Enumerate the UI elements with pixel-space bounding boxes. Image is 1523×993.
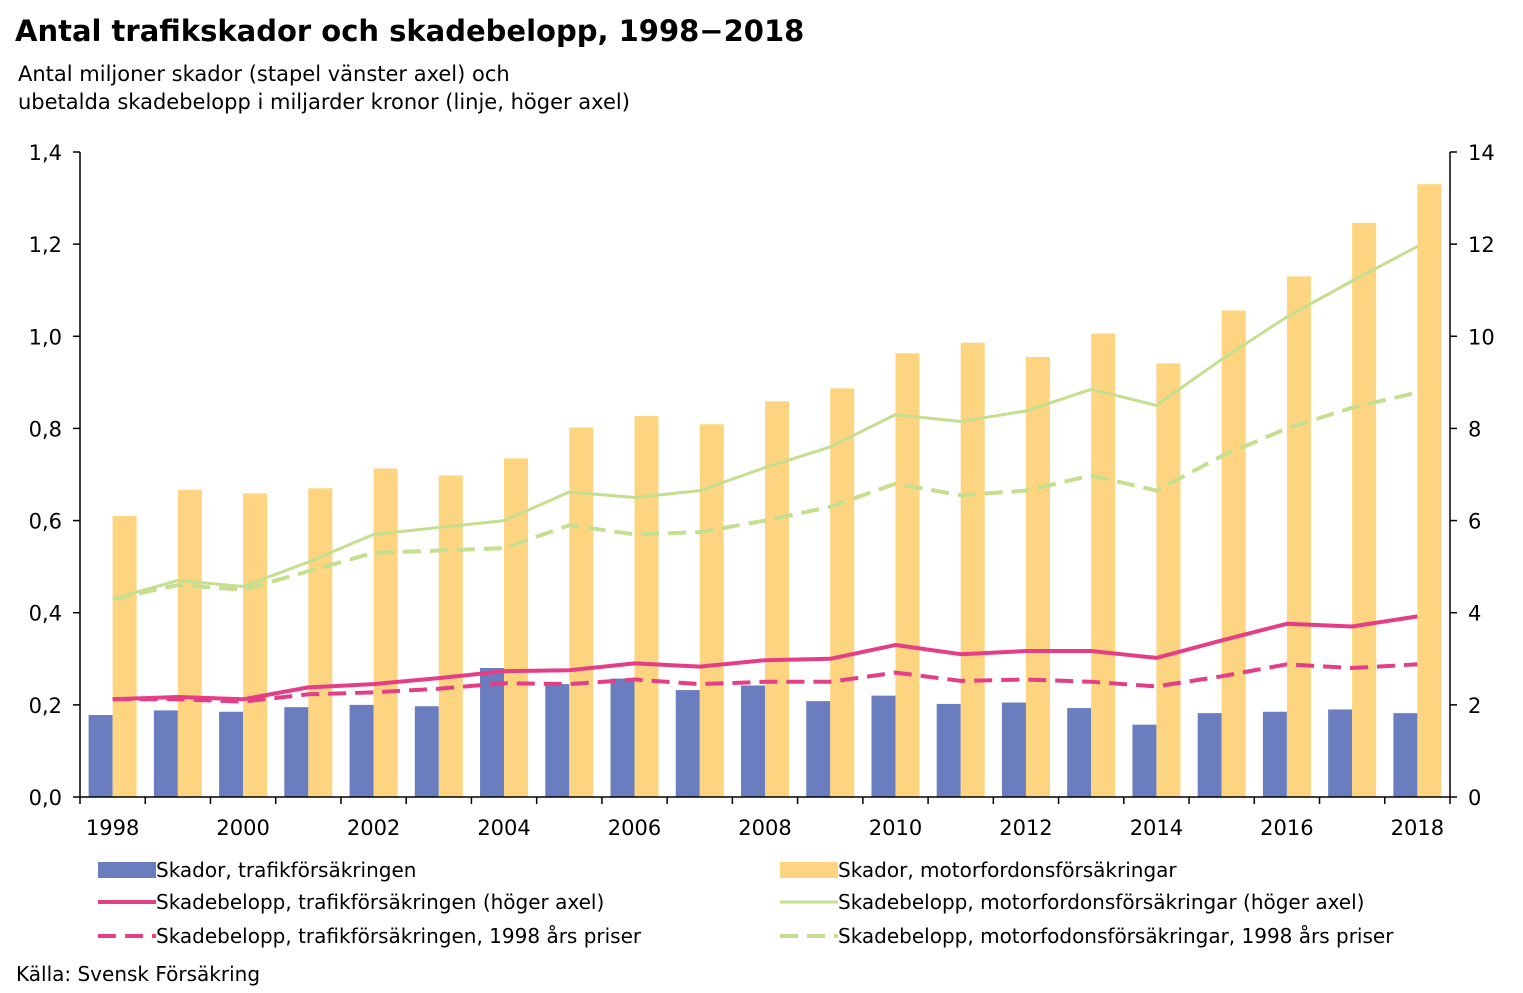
legend-label: Skadebelopp, trafikförsäkringen, 1998 år… — [156, 924, 642, 948]
bar-traffic-2000 — [219, 711, 244, 797]
y-right-tick-label: 8 — [1468, 417, 1481, 441]
source-note: Källa: Svensk Försäkring — [16, 962, 261, 986]
legend-swatch — [98, 855, 156, 885]
bar-traffic-1999 — [153, 710, 178, 797]
y-left-tick-label: 0,4 — [29, 602, 62, 626]
bar-motor-2013 — [1091, 333, 1116, 797]
bar-motor-1999 — [177, 489, 202, 797]
bar-traffic-2011 — [936, 703, 961, 797]
line-traffic-amount-1998-prices — [112, 662, 1418, 704]
x-tick-label: 2008 — [738, 816, 791, 840]
x-tick-label: 2016 — [1260, 816, 1313, 840]
x-tick-label: 2018 — [1391, 816, 1444, 840]
y-right-tick-label: 12 — [1468, 233, 1495, 257]
bar-traffic-2004 — [480, 668, 505, 797]
bar-motor-2006 — [634, 415, 659, 797]
bar-motor-2003 — [438, 475, 463, 797]
y-right-tick-label: 4 — [1468, 602, 1481, 626]
legend-item-motor-claims: Skador, motorfordonsförsäkringar — [780, 855, 1177, 885]
bar-motor-2012 — [1025, 357, 1050, 797]
bar-motor-2014 — [1156, 363, 1181, 797]
bar-motor-2010 — [895, 353, 920, 797]
bar-motor-2005 — [569, 427, 594, 797]
legend-item-traffic-amount-1998: Skadebelopp, trafikförsäkringen, 1998 år… — [98, 921, 641, 951]
bar-traffic-2008 — [741, 685, 765, 797]
bar-motor-2007 — [699, 424, 724, 797]
chart-title: Antal trafikskador och skadebelopp, 1998… — [15, 14, 805, 48]
y-left-tick-label: 0,6 — [29, 510, 62, 534]
bar-motor-2018 — [1417, 184, 1442, 797]
legend-item-traffic-amount: Skadebelopp, trafikförsäkringen (höger a… — [98, 887, 604, 917]
chart-subtitle-line-1: Antal miljoner skador (stapel vänster ax… — [18, 62, 510, 86]
bar-traffic-2009 — [806, 701, 831, 797]
bar-motor-2004 — [504, 458, 529, 797]
bar-traffic-2007 — [675, 690, 700, 797]
x-tick-label: 2012 — [999, 816, 1052, 840]
y-right-tick-label: 10 — [1468, 325, 1495, 349]
legend-item-traffic-claims: Skador, trafikförsäkringen — [98, 855, 416, 885]
legend-swatch — [780, 921, 838, 951]
bar-motor-2002 — [373, 468, 398, 797]
bar-traffic-2012 — [1001, 702, 1026, 797]
legend-swatch — [98, 887, 156, 917]
y-left-tick-label: 1,0 — [29, 325, 62, 349]
y-left-tick-label: 0,8 — [29, 417, 62, 441]
bar-traffic-2014 — [1132, 724, 1157, 797]
x-tick-label: 2004 — [477, 816, 530, 840]
chart-subtitle-line-2: ubetalda skadebelopp i miljarder kronor … — [18, 90, 630, 114]
bar-traffic-2010 — [871, 695, 896, 797]
bar-traffic-2017 — [1328, 709, 1353, 797]
legend-item-motor-amount: Skadebelopp, motorfordonsförsäkringar (h… — [780, 887, 1364, 917]
x-tick-label: 2010 — [869, 816, 922, 840]
bar-traffic-2018 — [1393, 713, 1418, 797]
x-tick-label: 2000 — [216, 816, 269, 840]
legend-label: Skadebelopp, motorfordonsförsäkringar (h… — [838, 890, 1365, 914]
bar-motor-2000 — [243, 493, 268, 797]
legend-label: Skador, motorfordonsförsäkringar — [838, 858, 1177, 882]
bar-traffic-2006 — [610, 678, 635, 797]
line-motor-amount-1998-prices — [112, 390, 1418, 601]
x-tick-label: 1998 — [86, 816, 139, 840]
y-left-tick-label: 0,2 — [29, 694, 62, 718]
legend-swatch — [780, 887, 838, 917]
legend-item-motor-amount-1998: Skadebelopp, motorfodonsförsäkringar, 19… — [780, 921, 1393, 951]
legend-swatch — [780, 855, 838, 885]
legend-label: Skadebelopp, motorfodonsförsäkringar, 19… — [838, 924, 1394, 948]
bar-motor-2009 — [830, 388, 855, 797]
bar-traffic-2003 — [414, 706, 439, 797]
bar-motor-2015 — [1221, 310, 1246, 797]
bar-traffic-2013 — [1067, 708, 1092, 797]
chart-plot: 0,0 0,2 0,4 0,6 0,8 1,0 1,2 1,4 0 2 4 6 8 10 12 14 1998 2… — [29, 141, 1495, 840]
x-tick-label: 2006 — [608, 816, 661, 840]
x-tick-label: 2014 — [1130, 816, 1183, 840]
y-right-tick-label: 0 — [1468, 786, 1481, 810]
line-motor-amount — [112, 245, 1419, 601]
legend-label: Skador, trafikförsäkringen — [156, 858, 417, 882]
y-right-tick-label: 14 — [1468, 141, 1495, 165]
bar-motor-2016 — [1286, 276, 1311, 798]
y-right-tick-label: 6 — [1468, 510, 1481, 534]
x-tick-label: 2002 — [347, 816, 400, 840]
bar-motor-2001 — [308, 488, 333, 797]
legend-swatch — [98, 921, 156, 951]
bar-motor-2011 — [960, 342, 985, 797]
y-left-tick-label: 1,4 — [29, 141, 62, 165]
bar-traffic-2015 — [1197, 713, 1222, 797]
bar-motor-2017 — [1352, 222, 1377, 797]
line-traffic-amount — [112, 614, 1418, 702]
bar-traffic-2001 — [284, 707, 309, 797]
bar-traffic-2002 — [349, 704, 374, 797]
bar-traffic-2005 — [545, 684, 570, 797]
legend-label: Skadebelopp, trafikförsäkringen (höger a… — [156, 890, 605, 914]
bar-motor-1998 — [112, 515, 137, 797]
y-left-tick-label: 1,2 — [29, 233, 62, 257]
bar-traffic-1998 — [88, 714, 113, 797]
y-left-tick-label: 0,0 — [29, 786, 62, 810]
y-right-tick-label: 2 — [1468, 694, 1481, 718]
bar-traffic-2016 — [1262, 711, 1287, 797]
